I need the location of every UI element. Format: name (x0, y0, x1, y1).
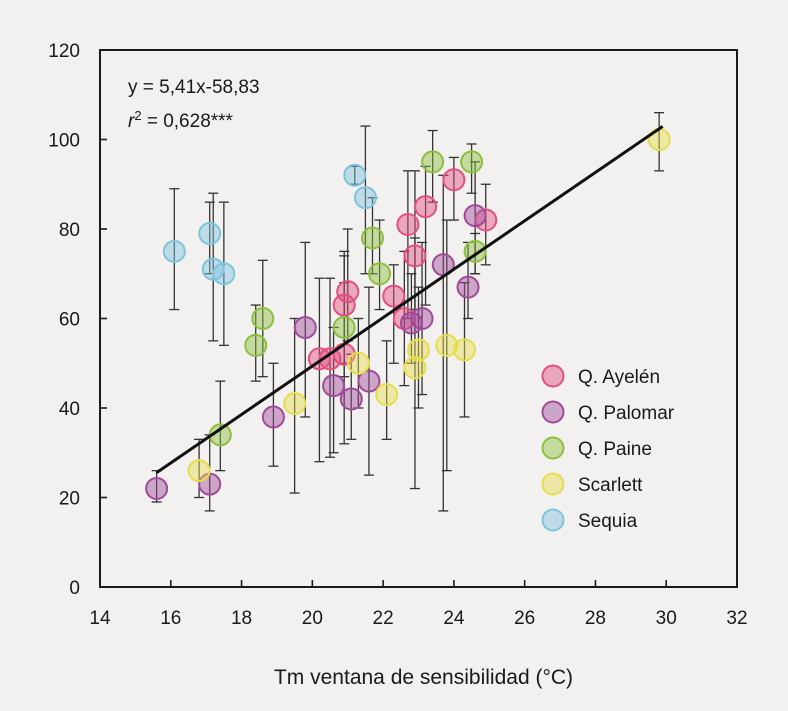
legend-label-sequia: Sequia (578, 511, 638, 532)
point-scarlett (346, 351, 370, 375)
y-tick-label: 120 (48, 41, 80, 62)
point-scarlett (283, 392, 307, 416)
point-q-palomar (463, 204, 487, 228)
point-q-paine (460, 150, 484, 174)
point-q-paine (360, 226, 384, 250)
x-axis-title: Tm ventana de sensibilidad (°C) (274, 666, 573, 689)
point-q-palomar (339, 387, 363, 411)
point-q-palomar (410, 307, 434, 330)
point-q-palomar (261, 405, 285, 429)
point-sequia (212, 262, 236, 286)
point-sequia (198, 221, 222, 245)
legend-marker-scarlett (541, 472, 565, 496)
point-q-ayelen (403, 244, 427, 268)
x-tick-label: 24 (443, 608, 465, 629)
regression-layer (155, 125, 664, 474)
y-tick-label: 60 (59, 310, 80, 331)
x-tick-label: 26 (514, 608, 535, 629)
legend-marker-q-ayelen (541, 364, 565, 388)
point-q-palomar (357, 369, 381, 393)
r-squared-label: r2 = 0,628*** (128, 108, 234, 133)
point-q-paine (332, 315, 356, 339)
x-tick-label: 28 (585, 608, 606, 629)
y-axis-ticks: 0 20 40 60 80 100 120 (48, 41, 107, 599)
point-q-ayelen (332, 293, 356, 317)
legend-label-scarlett: Scarlett (578, 475, 643, 496)
point-scarlett (187, 459, 211, 483)
point-q-palomar (322, 374, 346, 398)
point-scarlett (403, 356, 427, 380)
point-q-ayelen (336, 280, 360, 304)
r-squared-value: = 0,628*** (142, 111, 234, 132)
y-tick-label: 20 (59, 489, 80, 510)
x-tick-label: 30 (656, 608, 677, 629)
x-tick-label: 22 (373, 608, 394, 629)
point-q-paine (368, 262, 392, 286)
point-q-ayelen (396, 213, 420, 237)
point-scarlett (407, 338, 430, 362)
x-tick-label: 16 (160, 608, 181, 629)
point-q-ayelen (318, 347, 342, 371)
point-scarlett (453, 338, 477, 362)
legend-marker-q-palomar (541, 400, 565, 424)
point-q-palomar (293, 315, 317, 339)
legend-label-q-paine: Q. Paine (578, 439, 652, 460)
y-tick-label: 0 (69, 578, 80, 599)
r-squared-symbol: r (128, 111, 135, 132)
x-axis-ticks: 14 16 18 20 22 24 26 28 30 32 (89, 580, 748, 629)
point-q-palomar (456, 275, 480, 299)
data-points (145, 128, 671, 501)
point-q-paine (244, 333, 268, 357)
y-tick-label: 40 (59, 399, 80, 420)
x-tick-label: 14 (89, 608, 111, 629)
point-q-paine (421, 150, 445, 174)
x-tick-label: 20 (302, 608, 323, 629)
legend-label-q-palomar: Q. Palomar (578, 403, 675, 424)
point-sequia (353, 186, 377, 210)
point-sequia (162, 239, 186, 263)
legend-marker-sequia (541, 508, 565, 532)
legend: Q. Ayelén Q. Palomar Q. Paine Scarlett Sequi… (541, 364, 675, 532)
point-sequia (343, 163, 367, 187)
point-q-palomar (145, 477, 169, 501)
y-tick-label: 80 (59, 220, 80, 241)
y-tick-label: 100 (48, 131, 80, 152)
r-squared-exponent: 2 (134, 108, 141, 123)
point-q-ayelen (442, 168, 466, 192)
point-scarlett (435, 333, 459, 357)
point-q-paine (251, 307, 275, 330)
point-q-ayelen (382, 284, 406, 308)
x-tick-label: 32 (726, 608, 747, 629)
point-q-ayelen (414, 195, 438, 219)
legend-marker-q-paine (541, 436, 565, 460)
point-scarlett (375, 383, 399, 407)
regression-line (155, 125, 664, 474)
legend-label-q-ayelen: Q. Ayelén (578, 367, 660, 388)
regression-equation: y = 5,41x-58,83 (128, 77, 260, 98)
x-tick-label: 18 (231, 608, 252, 629)
